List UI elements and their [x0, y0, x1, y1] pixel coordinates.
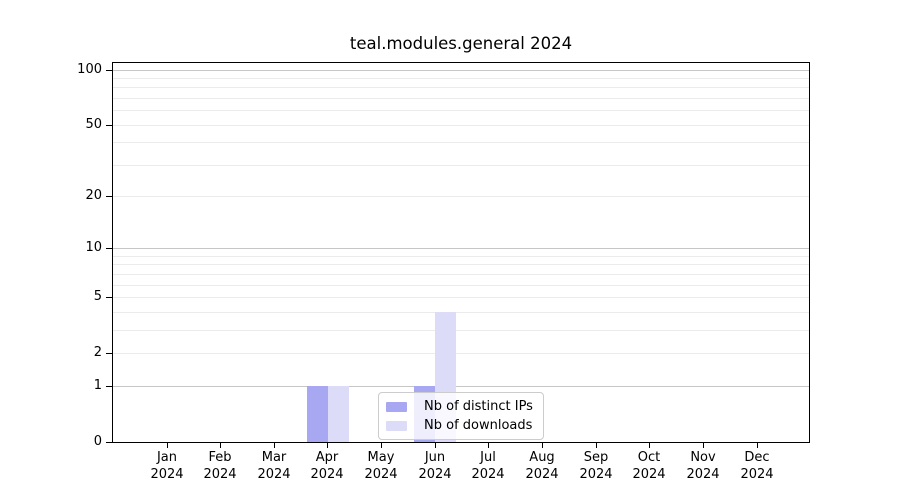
gridline-minor-3 [113, 330, 809, 331]
x-tick-mark-may [381, 443, 382, 448]
y-tick-mark-50 [106, 125, 112, 126]
gridline-minor-90 [113, 78, 809, 79]
gridline-minor-8 [113, 264, 809, 265]
x-tick-mark-jul [488, 443, 489, 448]
gridline-minor-60 [113, 110, 809, 111]
gridline-minor-7 [113, 274, 809, 275]
x-tick-label-dec: Dec 2024 [740, 450, 774, 482]
x-tick-mark-mar [274, 443, 275, 448]
y-tick-mark-100 [106, 70, 112, 71]
x-tick-mark-jun [435, 443, 436, 448]
x-tick-label-jun: Jun 2024 [418, 450, 452, 482]
x-tick-mark-nov [703, 443, 704, 448]
x-tick-mark-jan [167, 443, 168, 448]
gridline-major-10 [113, 248, 809, 249]
x-tick-mark-sep [596, 443, 597, 448]
x-tick-label-nov: Nov 2024 [686, 450, 720, 482]
x-tick-label-oct: Oct 2024 [632, 450, 666, 482]
legend: Nb of distinct IPs Nb of downloads [378, 392, 544, 440]
x-tick-mark-dec [757, 443, 758, 448]
x-tick-label-jul: Jul 2024 [471, 450, 505, 482]
gridline-minor-5 [113, 297, 809, 298]
y-tick-label-5: 5 [93, 289, 102, 304]
y-tick-mark-20 [106, 196, 112, 197]
y-tick-mark-5 [106, 297, 112, 298]
x-tick-label-apr: Apr 2024 [310, 450, 344, 482]
bar-downloads-apr [327, 386, 349, 442]
legend-label-distinct-ips: Nb of distinct IPs [424, 399, 533, 414]
gridline-minor-80 [113, 87, 809, 88]
gridline-minor-4 [113, 312, 809, 313]
y-tick-label-10: 10 [85, 240, 102, 255]
y-tick-mark-0 [106, 442, 112, 443]
gridline-minor-6 [113, 285, 809, 286]
legend-swatch-downloads-icon [386, 420, 407, 431]
legend-item-downloads: Nb of downloads [386, 416, 536, 435]
x-tick-label-mar: Mar 2024 [257, 450, 291, 482]
bar-distinct-ips-apr [306, 386, 328, 442]
gridline-minor-20 [113, 196, 809, 197]
legend-swatch-distinct-ips-icon [386, 401, 407, 412]
x-tick-mark-aug [542, 443, 543, 448]
y-tick-label-1: 1 [93, 378, 102, 393]
gridline-major-1 [113, 386, 809, 387]
gridline-minor-30 [113, 165, 809, 166]
y-tick-label-0: 0 [93, 434, 102, 449]
y-tick-label-2: 2 [93, 345, 102, 360]
y-tick-label-50: 50 [85, 117, 102, 132]
y-tick-label-100: 100 [77, 62, 102, 77]
gridline-minor-2 [113, 353, 809, 354]
legend-item-distinct-ips: Nb of distinct IPs [386, 397, 536, 416]
gridline-minor-9 [113, 256, 809, 257]
legend-label-downloads: Nb of downloads [424, 418, 533, 433]
y-tick-label-20: 20 [85, 188, 102, 203]
x-tick-mark-apr [327, 443, 328, 448]
x-tick-label-feb: Feb 2024 [203, 450, 237, 482]
x-tick-label-jan: Jan 2024 [150, 450, 184, 482]
plot-area [112, 62, 810, 443]
x-tick-label-may: May 2024 [364, 450, 398, 482]
gridline-minor-50 [113, 125, 809, 126]
chart-title: teal.modules.general 2024 [349, 34, 573, 53]
gridline-minor-40 [113, 142, 809, 143]
x-tick-mark-feb [220, 443, 221, 448]
y-tick-mark-2 [106, 353, 112, 354]
gridline-minor-70 [113, 98, 809, 99]
y-tick-mark-10 [106, 248, 112, 249]
x-tick-mark-oct [649, 443, 650, 448]
x-tick-label-aug: Aug 2024 [525, 450, 559, 482]
gridline-major-100 [113, 70, 809, 71]
y-tick-mark-1 [106, 386, 112, 387]
x-tick-label-sep: Sep 2024 [579, 450, 613, 482]
